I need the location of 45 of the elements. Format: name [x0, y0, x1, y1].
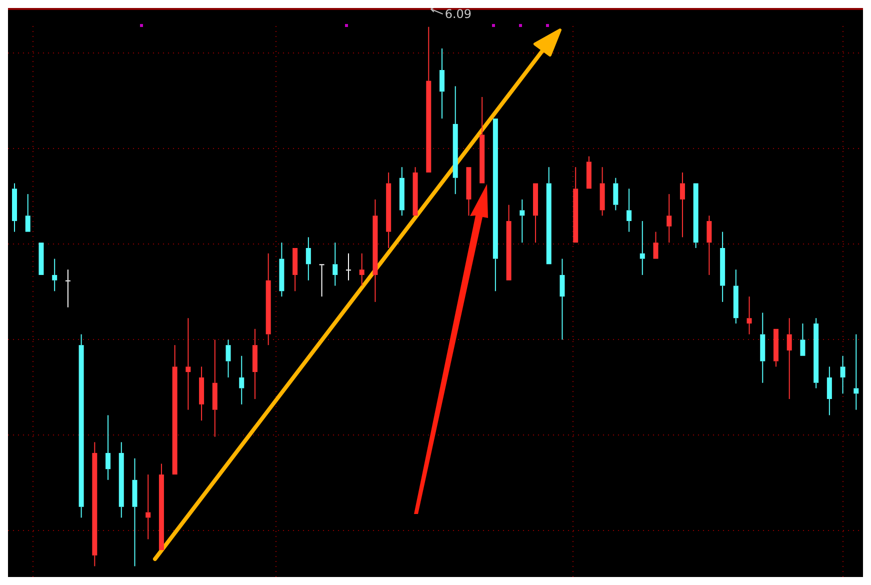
candlestick: [520, 198, 525, 244]
candlestick: [252, 328, 258, 400]
candlestick: [306, 236, 311, 281]
candlestick: [613, 177, 618, 211]
candlestick: [440, 48, 445, 120]
candlestick: [332, 242, 338, 286]
candlestick: [92, 442, 98, 567]
candlestick: [826, 366, 832, 416]
candlestick: [372, 198, 378, 302]
candlestick: [359, 252, 364, 286]
candlestick: [854, 334, 859, 410]
candlestick: [52, 258, 58, 292]
candlestick: [640, 220, 645, 276]
candlestick: [266, 252, 271, 346]
text: 6.09: [444, 7, 472, 21]
candlestick: [279, 242, 284, 298]
candlestick: [65, 269, 70, 308]
candlestick: [12, 182, 18, 232]
candlestick: [814, 318, 819, 389]
candlestick: [199, 366, 204, 422]
candlestick: [720, 231, 726, 302]
candlestick: [840, 355, 846, 394]
candlestick: [132, 458, 138, 567]
candlestick: [560, 258, 565, 340]
candlestick: [733, 269, 738, 324]
candlestick: [146, 474, 151, 540]
candlestick: [680, 172, 685, 238]
candlestick: [78, 334, 84, 518]
candlestick: [239, 355, 244, 405]
candlestick: [346, 252, 351, 281]
candlestick: [666, 194, 672, 244]
candlestick: [452, 86, 458, 195]
candlestick: [760, 312, 766, 384]
candlestick: [186, 318, 191, 410]
candlestick: [106, 414, 111, 480]
candlestick: [399, 166, 404, 216]
candlestick: [386, 172, 392, 249]
candlestick: [746, 296, 752, 335]
candlestick: [626, 188, 632, 232]
candlestick: [786, 318, 792, 400]
candlestick: [226, 339, 231, 378]
candlestick: [600, 166, 605, 216]
candlestick: [706, 215, 712, 276]
candlestick: [118, 442, 124, 518]
candlestick: [212, 339, 218, 438]
